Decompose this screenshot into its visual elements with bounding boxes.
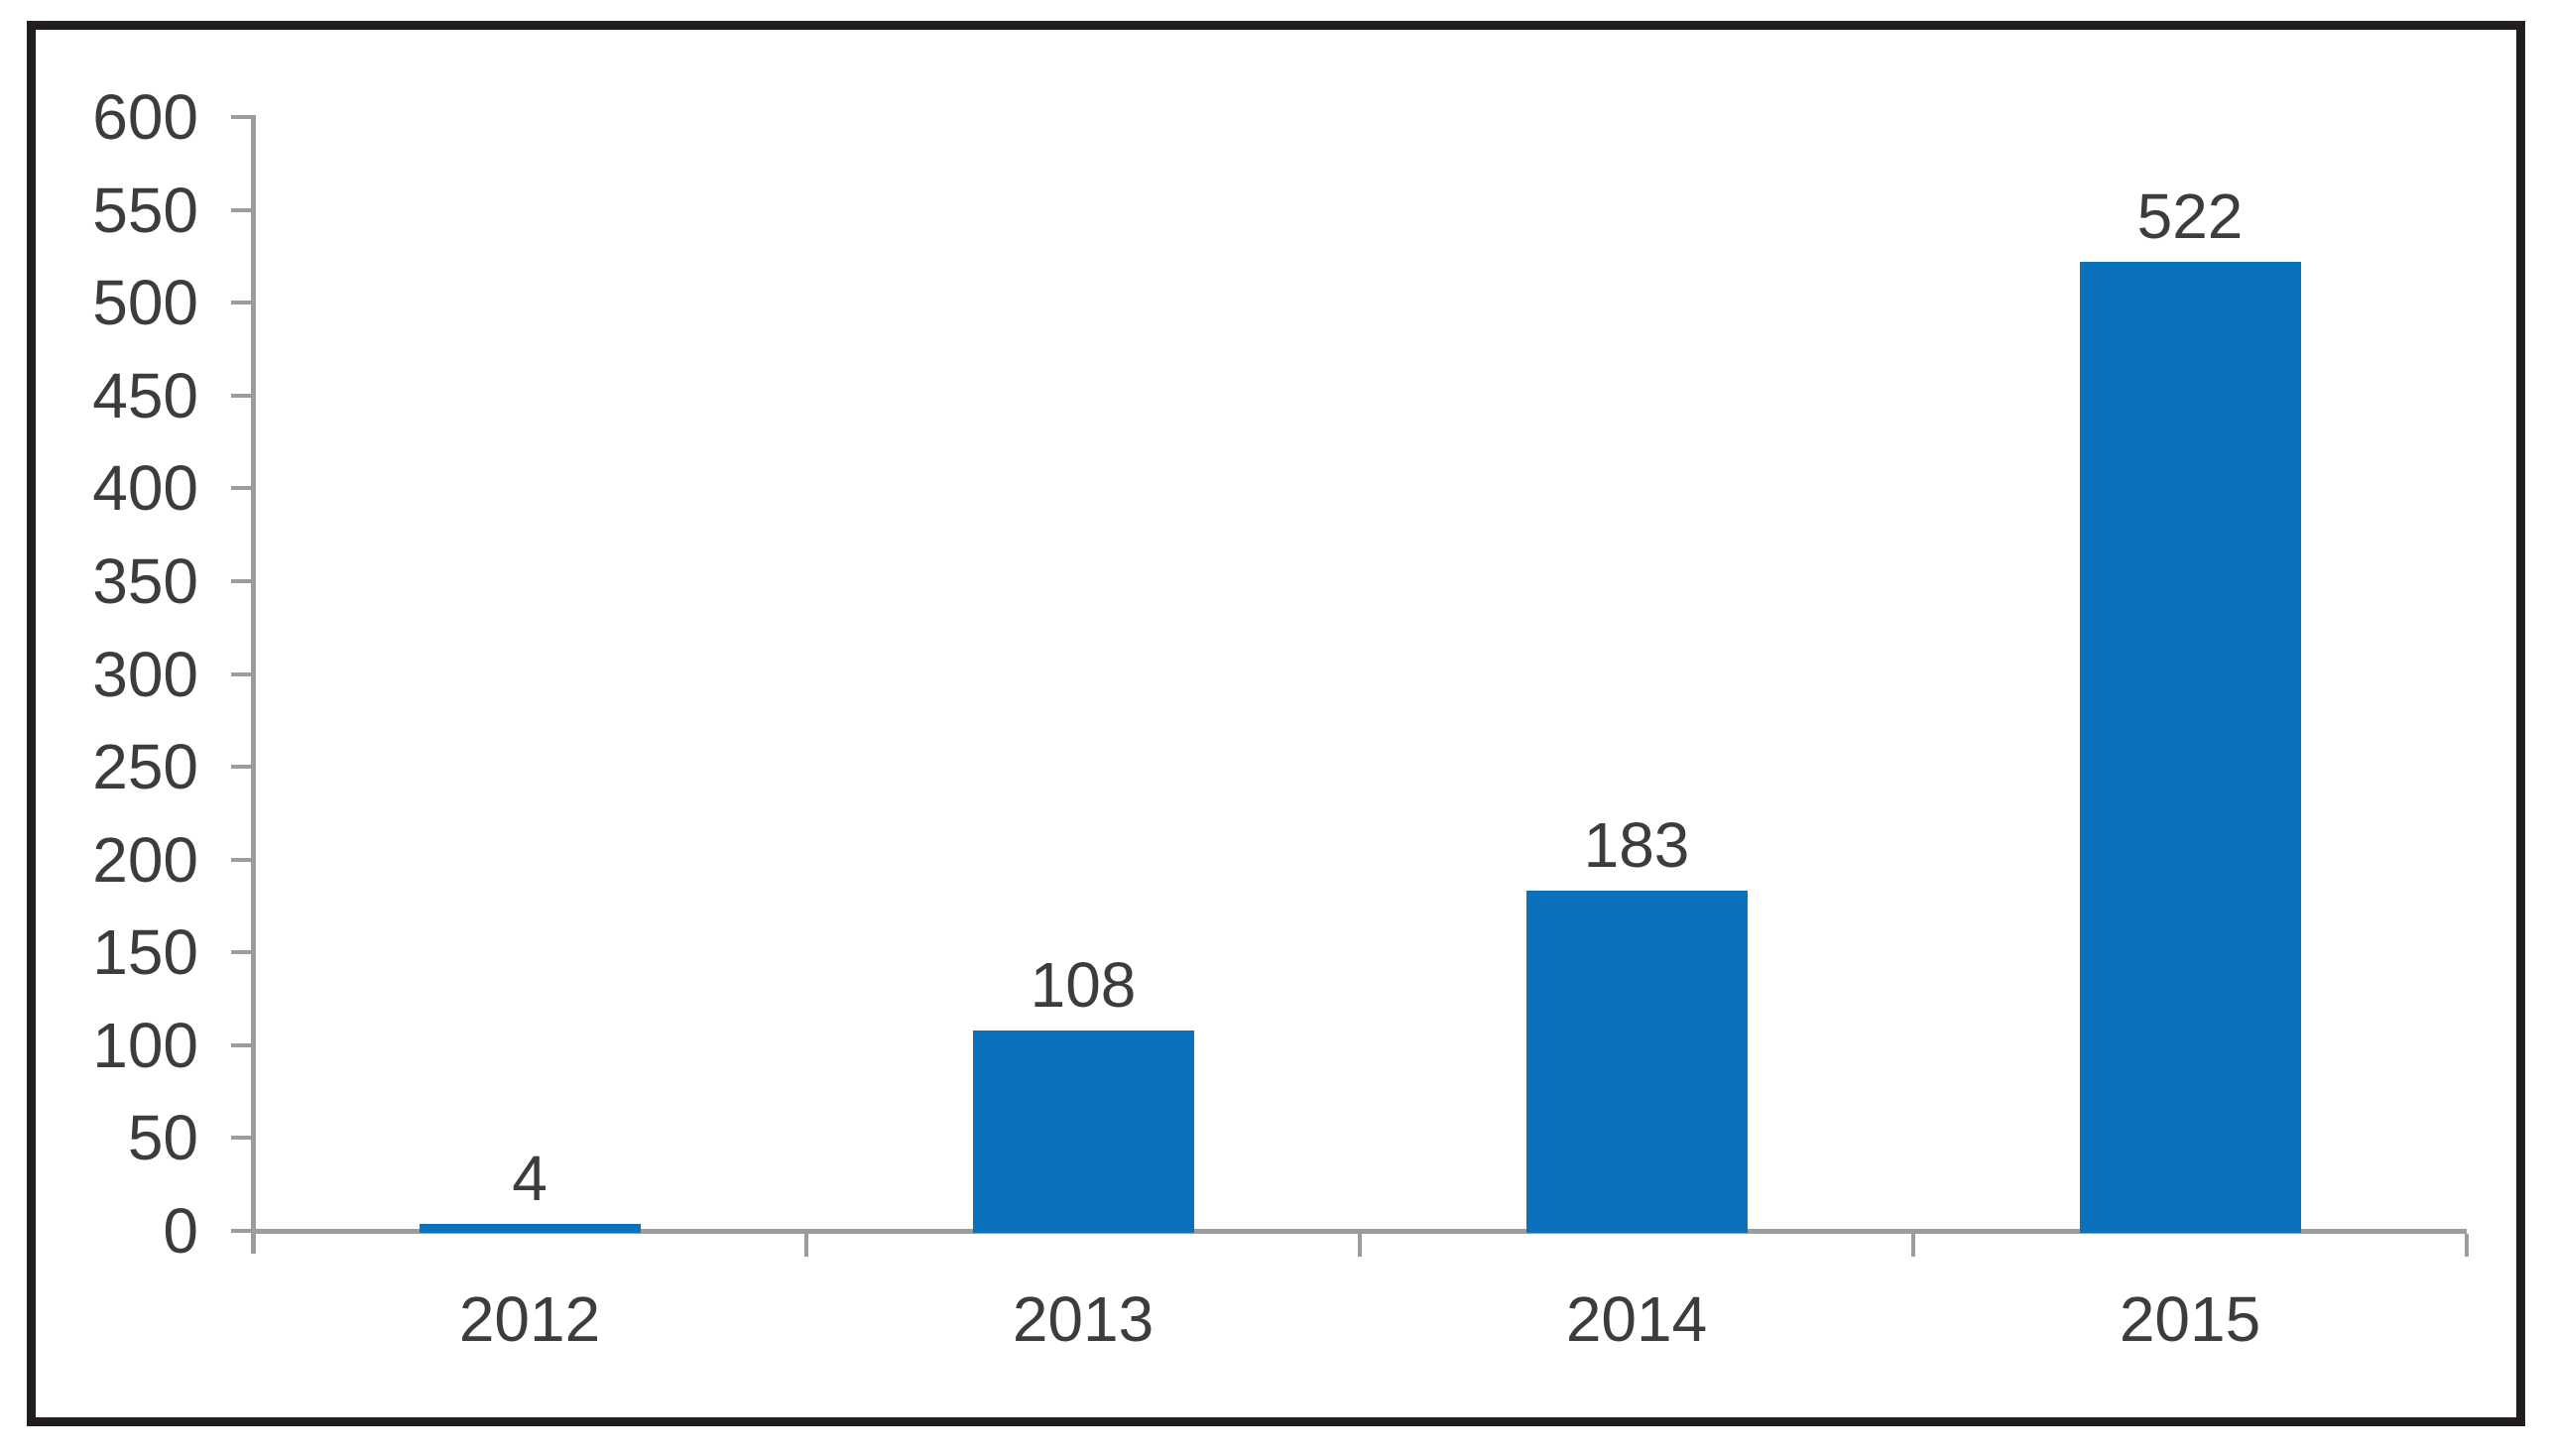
x-axis-category-label: 2015	[2119, 1283, 2261, 1355]
y-axis-tick	[231, 1136, 253, 1140]
y-axis-tick	[231, 208, 253, 212]
y-axis-tick	[231, 765, 253, 769]
y-axis-tick	[231, 1043, 253, 1047]
y-axis-tick-label: 600	[92, 81, 198, 153]
bar-2014	[1526, 891, 1748, 1233]
bar-value-label: 4	[512, 1143, 547, 1214]
bar-2015	[2080, 262, 2301, 1233]
y-axis-tick	[231, 486, 253, 490]
x-axis-category-label: 2014	[1565, 1283, 1708, 1355]
y-axis-tick	[231, 579, 253, 583]
y-axis-tick	[231, 950, 253, 954]
y-axis-tick-label: 200	[92, 824, 198, 896]
y-axis-tick-label: 550	[92, 175, 198, 246]
y-axis-tick	[231, 1229, 253, 1233]
y-axis-tick	[231, 858, 253, 862]
x-axis-tick	[804, 1234, 808, 1257]
y-axis-tick-label: 500	[92, 267, 198, 338]
y-axis-tick	[231, 115, 253, 119]
y-axis-tick-label: 350	[92, 546, 198, 617]
x-axis-line	[253, 1229, 2467, 1234]
x-axis-tick	[2465, 1234, 2469, 1257]
x-axis-category-label: 2012	[458, 1283, 601, 1355]
y-axis-line	[251, 115, 256, 1254]
y-axis-tick-label: 400	[92, 452, 198, 524]
y-axis-tick-label: 0	[163, 1195, 198, 1267]
y-axis-tick-label: 300	[92, 639, 198, 710]
y-axis-tick-label: 150	[92, 916, 198, 988]
y-axis-tick	[231, 394, 253, 398]
y-axis-tick-label: 100	[92, 1010, 198, 1081]
bar-2013	[973, 1031, 1194, 1233]
bar-2012	[420, 1224, 641, 1233]
bar-value-label: 108	[1030, 949, 1137, 1021]
y-axis-tick-label: 50	[127, 1102, 198, 1173]
x-axis-tick	[1358, 1234, 1362, 1257]
y-axis-tick	[231, 301, 253, 304]
bar-value-label: 522	[2136, 181, 2244, 252]
bar-value-label: 183	[1583, 809, 1690, 881]
x-axis-tick	[1911, 1234, 1915, 1257]
x-axis-category-label: 2013	[1012, 1283, 1154, 1355]
y-axis-tick-label: 250	[92, 731, 198, 802]
y-axis-tick	[231, 672, 253, 676]
y-axis-tick-label: 450	[92, 360, 198, 431]
